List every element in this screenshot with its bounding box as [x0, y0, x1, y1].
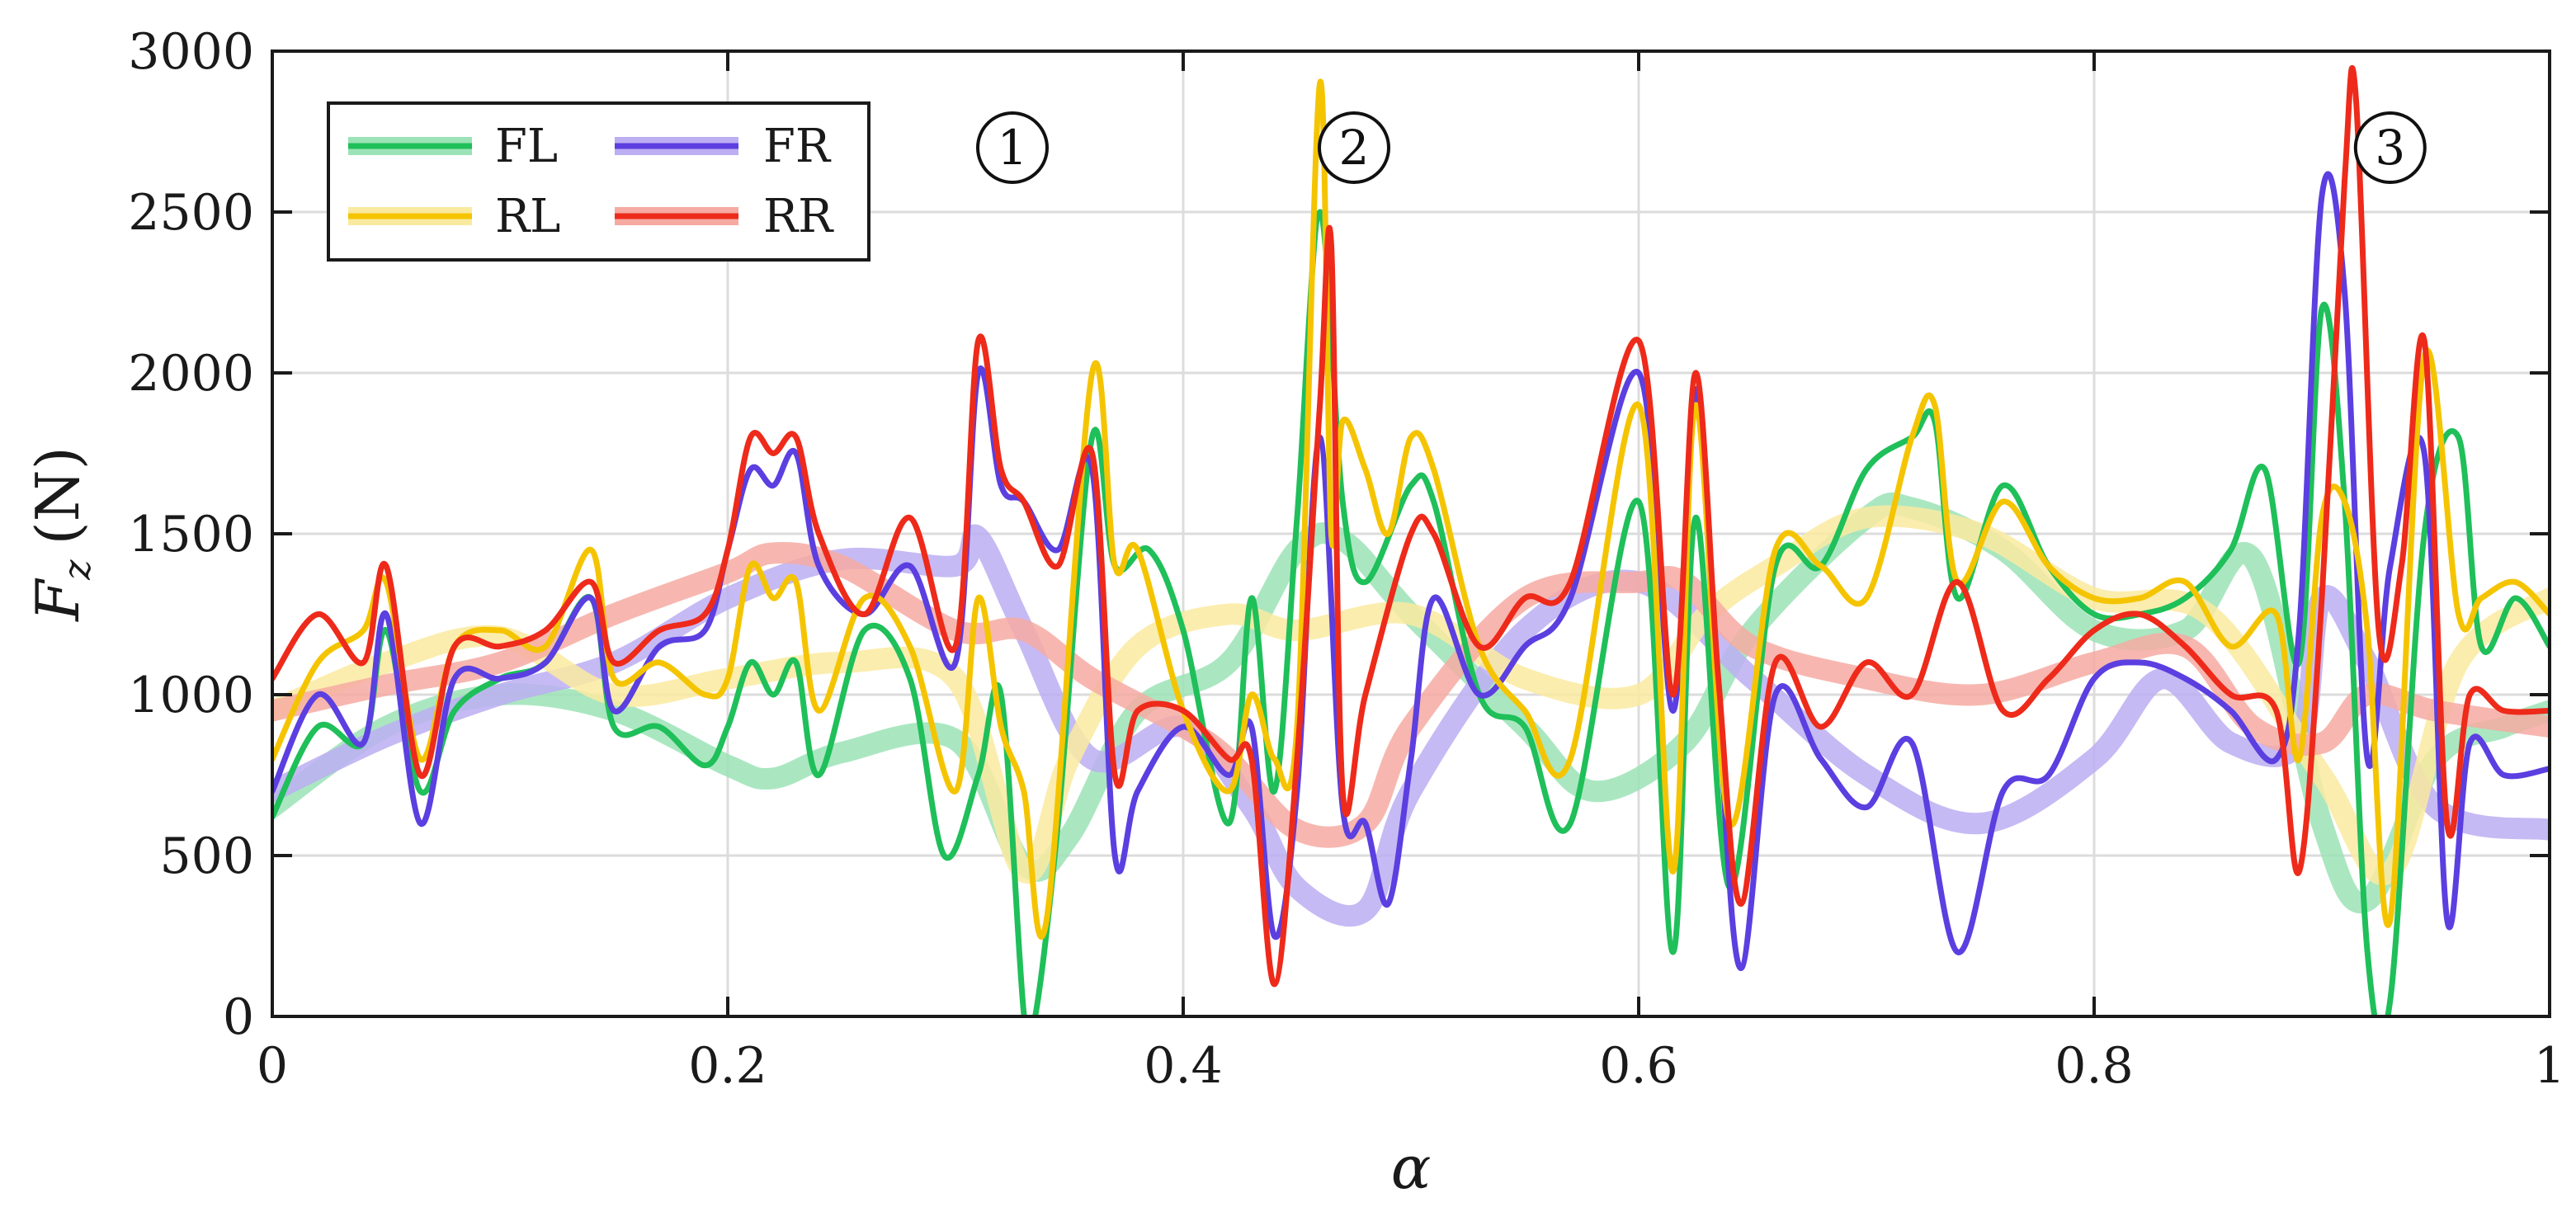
- legend-label-fr: FR: [763, 120, 832, 173]
- legend-label-rr: RR: [763, 190, 834, 243]
- series-line-rr-smoothed: [272, 542, 2550, 848]
- x-tick-label: 0.8: [2055, 1037, 2133, 1095]
- legend: FL FR RL RR: [327, 101, 870, 262]
- annotation-label: 1: [998, 120, 1028, 176]
- legend-box: [327, 101, 870, 262]
- x-tick-label: 0.4: [1144, 1037, 1222, 1095]
- series-line-rr-raw: [272, 64, 2550, 988]
- annotation-label: 3: [2375, 120, 2405, 176]
- y-axis-label-text: Fz (N): [23, 446, 99, 622]
- x-tick-label: 0.2: [688, 1037, 767, 1095]
- y-tick-label: 1500: [128, 506, 254, 563]
- legend-label-rl: RL: [495, 190, 560, 243]
- annotation-circle: [976, 111, 1049, 184]
- y-tick-label: 0: [223, 988, 254, 1046]
- x-tick-label: 1: [2534, 1037, 2565, 1095]
- x-tick-label: 0.6: [1599, 1037, 1677, 1095]
- legend-label-fl: FL: [495, 120, 558, 173]
- annotation-circle: [1318, 111, 1390, 184]
- y-axis-label-unit: (N): [23, 446, 92, 545]
- y-axis-label: Fz (N): [23, 446, 99, 622]
- annotation-label: 2: [1339, 120, 1370, 176]
- axis-ticks: 0 0.2 0.4 0.6 0.8 1 0 500 1000 1500 2000 2500 3000: [128, 23, 2565, 1095]
- y-tick-label: 3000: [128, 23, 254, 81]
- series-line-rl-raw: [272, 78, 2550, 940]
- y-tick-label: 1000: [128, 667, 254, 724]
- x-axis-label: α: [1391, 1133, 1432, 1202]
- annotations: 1 2 3: [976, 111, 2427, 184]
- raw-series: [272, 64, 2550, 1016]
- y-tick-label: 500: [159, 827, 254, 885]
- y-axis-label-main: F: [23, 578, 92, 623]
- y-axis-label-sub: z: [54, 559, 99, 581]
- series-line-fl-raw: [272, 209, 2550, 1016]
- x-tick-label: 0: [257, 1037, 288, 1095]
- annotation-circle: [2353, 111, 2427, 184]
- y-tick-label: 2000: [128, 345, 254, 403]
- y-tick-label: 2500: [128, 184, 254, 242]
- series-line-fr-raw: [272, 171, 2550, 972]
